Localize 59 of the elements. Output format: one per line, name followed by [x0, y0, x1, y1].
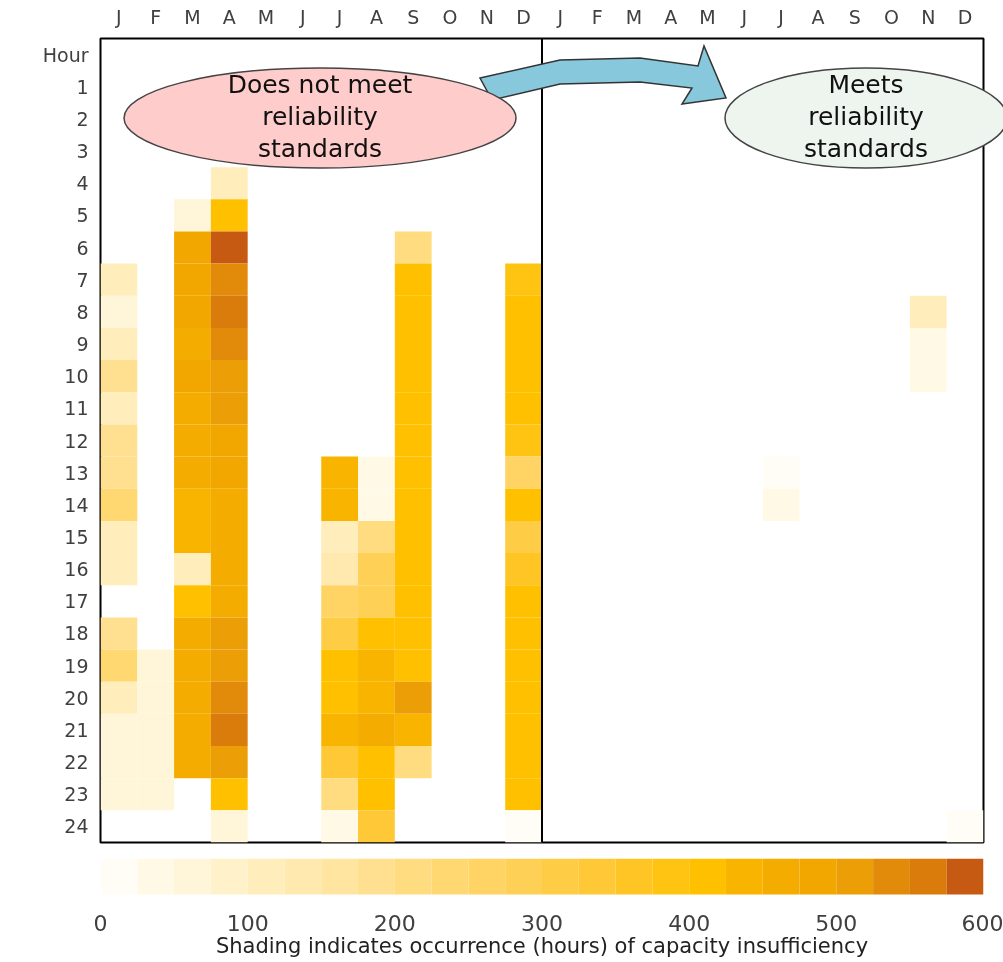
y-tick-label: 18 — [64, 622, 89, 645]
x-tick-label: M — [699, 5, 716, 28]
color-bar-label: 600 — [961, 910, 1003, 936]
x-tick-label: J — [299, 5, 306, 28]
y-tick-label: 2 — [76, 107, 89, 130]
x-tick-label: S — [407, 5, 420, 28]
color-bar-title: Shading indicates occurrence (hours) of capacity insufficiency — [215, 933, 869, 958]
y-tick-label: 17 — [64, 590, 89, 613]
x-tick-label: F — [591, 5, 603, 28]
x-tick-label: A — [811, 5, 825, 28]
x-tick-label: J — [740, 5, 748, 28]
y-tick-label: 9 — [76, 333, 89, 356]
x-tick-label: J — [115, 5, 122, 28]
y-tick-label: 21 — [64, 718, 89, 741]
y-tick-label: 10 — [64, 365, 89, 388]
y-tick-label: 16 — [64, 558, 89, 581]
y-tick-label: 7 — [76, 268, 89, 291]
color-bar-label: 0 — [93, 910, 108, 936]
y-tick-label: 20 — [64, 686, 89, 709]
y-tick-label: 23 — [64, 783, 89, 806]
y-tick-label: 22 — [64, 751, 89, 774]
x-tick-label: D — [516, 5, 531, 28]
color-bar-label: 300 — [521, 910, 563, 936]
color-bar-label: 500 — [815, 910, 858, 936]
x-tick-label: M — [257, 5, 275, 28]
x-tick-label: J — [556, 5, 564, 28]
y-tick-label: 15 — [64, 525, 89, 548]
y-tick-label: 19 — [64, 654, 89, 677]
annotation: Does not meet reliability standards — [227, 70, 413, 163]
annotation: Meets reliability standards — [804, 70, 928, 163]
y-tick-label: 8 — [76, 300, 89, 323]
x-tick-label: A — [369, 5, 383, 28]
x-tick-label: O — [884, 5, 900, 28]
x-tick-label: F — [150, 5, 162, 28]
y-tick-label: 6 — [76, 236, 89, 259]
x-tick-label: J — [335, 5, 343, 28]
color-bar-label: 400 — [668, 910, 711, 936]
y-tick-label: 24 — [64, 815, 89, 838]
y-tick-label: 14 — [64, 493, 89, 516]
y-tick-label: 5 — [76, 204, 89, 227]
x-tick-label: N — [921, 5, 936, 28]
y-tick-label: 1 — [76, 75, 89, 98]
y-tick-label: 12 — [64, 429, 89, 452]
y-tick-label: 4 — [76, 172, 89, 195]
x-tick-label: J — [777, 5, 784, 28]
color-bar-label: 200 — [373, 910, 416, 936]
y-tick-label: 11 — [64, 397, 89, 420]
x-tick-label: S — [848, 5, 861, 28]
color-bar-label: 100 — [226, 910, 269, 936]
y-tick-label: 13 — [64, 461, 89, 484]
x-tick-label: N — [479, 5, 494, 28]
x-tick-label: D — [957, 5, 973, 28]
x-tick-label: M — [625, 5, 643, 28]
x-tick-label: O — [442, 5, 458, 28]
x-tick-label: M — [184, 5, 201, 28]
x-tick-label: A — [664, 5, 678, 28]
y-axis-title: Hour — [42, 43, 89, 66]
y-tick-label: 3 — [76, 140, 89, 163]
x-tick-label: A — [222, 5, 236, 28]
